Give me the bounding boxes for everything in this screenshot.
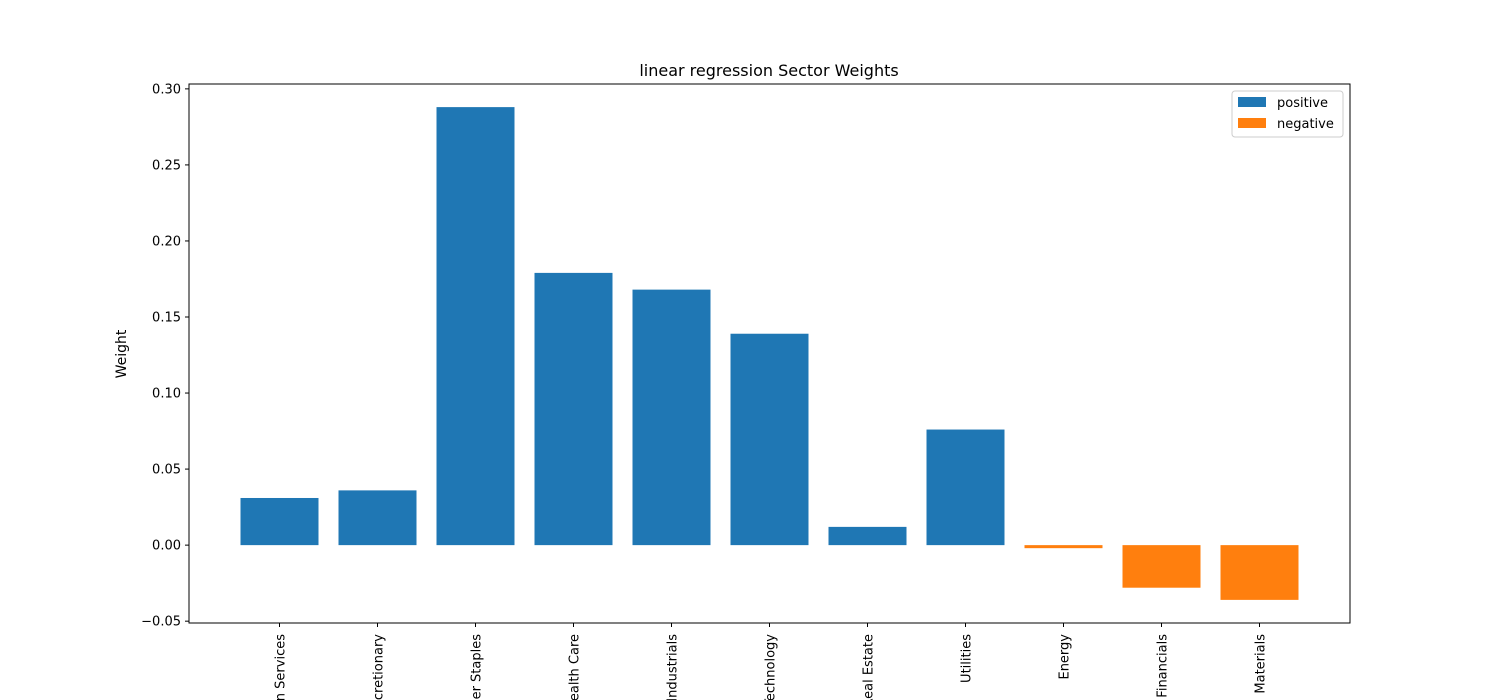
x-tick-label: Materials [1254, 634, 1269, 694]
x-axis-ticks: Communication Services Consumer Discretio… [274, 623, 1269, 700]
bar-positive-4 [632, 289, 711, 546]
bar-positive-7 [926, 429, 1005, 546]
y-axis-label: Weight [114, 329, 130, 378]
plot-frame [188, 83, 1351, 624]
bar-negative-10 [1220, 545, 1299, 600]
y-tick-label: −0.05 [141, 615, 181, 630]
y-tick-label: 0.30 [152, 82, 181, 97]
y-tick-label: 0.20 [152, 234, 181, 249]
bar-positive-5 [730, 333, 809, 546]
y-tick-label: 0.05 [152, 463, 181, 478]
y-axis-ticks: −0.05 0.00 0.05 0.10 0.15 0.20 0.25 0.30 [141, 82, 189, 630]
bar-positive-0 [240, 497, 319, 546]
x-tick-label: Health Care [568, 634, 583, 700]
bar-positive-6 [828, 526, 907, 546]
x-tick-label: Financials [1156, 634, 1171, 698]
y-tick-label: 0.10 [152, 387, 181, 402]
x-tick-label: Real Estate [862, 634, 877, 700]
y-tick-label: 0.15 [152, 310, 181, 325]
x-tick-label: Communication Services [274, 634, 289, 700]
x-tick-label: Industrials [666, 634, 681, 700]
bar-negative-8 [1024, 545, 1103, 549]
legend: positive negative [1231, 90, 1344, 138]
x-tick-label: Information Technology [764, 634, 779, 700]
x-tick-label: Consumer Staples [470, 634, 485, 700]
legend-label-negative: negative [1277, 117, 1334, 132]
x-tick-label: Utilities [960, 634, 975, 683]
y-tick-label: 0.25 [152, 158, 181, 173]
bar-positive-2 [436, 107, 515, 546]
x-tick-label: Energy [1058, 634, 1073, 680]
bar-positive-1 [338, 490, 417, 546]
y-tick-label: 0.00 [152, 539, 181, 554]
legend-swatch-negative [1238, 118, 1266, 128]
legend-swatch-positive [1238, 97, 1266, 107]
x-tick-label: Consumer Discretionary [372, 634, 387, 700]
legend-label-positive: positive [1277, 96, 1328, 111]
bar-negative-9 [1122, 545, 1201, 588]
bars-group [240, 107, 1299, 600]
bar-positive-3 [534, 272, 613, 546]
chart-title: linear regression Sector Weights [639, 61, 898, 80]
